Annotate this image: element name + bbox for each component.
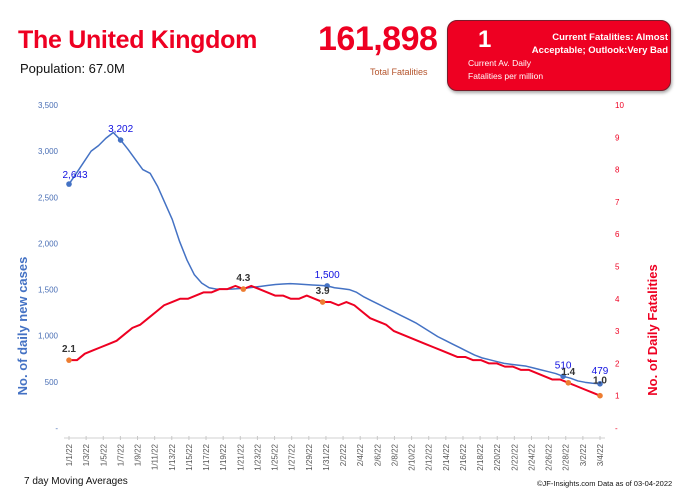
series-lines: [68, 131, 601, 397]
cases-data-label: 510: [555, 360, 572, 371]
y-axis-label: No. of daily new cases: [15, 257, 30, 396]
fatalities-marker: [319, 299, 326, 305]
x-tick-label: 1/17/22: [202, 443, 211, 470]
y-tick-label: 2,500: [38, 193, 59, 202]
y2-tick-label: 9: [615, 133, 620, 142]
x-tick-label: 1/29/22: [305, 443, 314, 470]
x-tick-label: 2/14/22: [442, 443, 451, 470]
x-tick-label: 2/22/22: [510, 443, 519, 470]
total-fatalities-label: Total Fatalities: [370, 67, 428, 77]
status-card: 1 Current Fatalities: Almost Acceptable;…: [447, 20, 671, 91]
x-tick-label: 2/24/22: [527, 443, 536, 470]
x-tick-label: 2/12/22: [425, 443, 434, 470]
x-tick-label: 2/20/22: [493, 443, 502, 470]
x-tick-label: 2/10/22: [408, 443, 417, 470]
fatalities-line: [69, 284, 601, 397]
fatalities-marker: [565, 379, 572, 386]
label-line-1: Current Av. Daily: [468, 58, 531, 68]
x-tick-label: 1/21/22: [236, 443, 245, 470]
y2-tick-label: 5: [615, 263, 620, 272]
x-tick-label: 3/2/22: [579, 443, 588, 466]
x-tick-label: 1/7/22: [116, 443, 125, 466]
x-tick-label: 2/28/22: [562, 443, 571, 470]
x-tick-label: 1/23/22: [253, 443, 262, 470]
daily-fatalities-per-million-label: Current Av. Daily Fatalities per million: [468, 57, 543, 83]
x-tick-label: 1/25/22: [271, 443, 280, 470]
footer-credit: ©JF-Insights.com Data as of 03-04-2022: [537, 479, 673, 488]
fatalities-data-label: 2.1: [62, 344, 76, 355]
fatalities-marker: [597, 392, 603, 399]
x-tick-label: 2/8/22: [390, 443, 399, 466]
fatalities-data-label: 1.4: [561, 367, 575, 378]
y2-tick-label: 3: [615, 327, 620, 336]
x-tick-label: 2/18/22: [476, 443, 485, 470]
x-tick-label: 1/1/22: [65, 443, 74, 466]
cases-marker: [117, 137, 124, 143]
x-tick-label: 1/9/22: [134, 443, 143, 466]
cases-line: [68, 131, 601, 385]
y-tick-label: 2,000: [38, 239, 59, 248]
x-tick-label: 1/19/22: [219, 443, 228, 470]
cases-marker: [324, 283, 330, 289]
footer-note: 7 day Moving Averages: [24, 476, 128, 487]
x-tick-label: 2/6/22: [373, 443, 382, 466]
fatalities-data-label: 3.9: [316, 286, 330, 297]
cases-data-label: 479: [592, 366, 609, 377]
fatalities-marker: [240, 286, 247, 292]
fatalities-data-label: 4.3: [236, 273, 250, 284]
cases-marker: [597, 380, 603, 387]
y-tick-label: 500: [45, 378, 59, 387]
y-tick-label: 1,000: [38, 332, 59, 341]
x-tick-label: 1/13/22: [168, 443, 177, 470]
x-tick-label: 2/16/22: [459, 443, 468, 470]
label-line-2: Fatalities per million: [468, 71, 544, 81]
y2-tick-label: 8: [615, 166, 620, 175]
axes: - 500 1,000 1,500 2,000 2,500 3,000 3,500 - 1 2 3 4 5…: [38, 101, 624, 471]
y-tick-label: -: [55, 424, 58, 433]
cases-marker: [66, 181, 72, 187]
daily-fatalities-per-million-value: 1: [478, 26, 492, 53]
y2-tick-label: 6: [615, 230, 620, 239]
x-tick-label: 1/11/22: [151, 443, 160, 470]
cases-data-label: 2,643: [62, 170, 87, 181]
x-tick-label: 1/31/22: [322, 443, 331, 470]
x-tick-label: 2/2/22: [339, 443, 348, 466]
cases-data-label: 1,500: [315, 270, 340, 281]
y2-axis-label: No. of Daily Fatalities: [645, 264, 660, 395]
fatalities-status-text: Current Fatalities: Almost Acceptable; O…: [531, 32, 668, 56]
y2-tick-label: 1: [615, 392, 620, 401]
x-tick-label: 3/4/22: [596, 443, 605, 466]
country-title: The United Kingdom: [18, 26, 258, 54]
y-tick-label: 1,500: [38, 286, 59, 295]
x-tick-label: 1/15/22: [185, 443, 194, 470]
y2-tick-label: -: [615, 424, 618, 433]
y2-tick-label: 10: [615, 101, 624, 110]
y-tick-label: 3,500: [38, 101, 59, 110]
y2-tick-label: 7: [615, 198, 620, 207]
cases-data-label: 3,202: [108, 124, 133, 135]
x-tick-label: 1/3/22: [82, 443, 91, 466]
x-tick-label: 2/4/22: [356, 443, 365, 466]
fatalities-marker: [66, 357, 72, 363]
data-labels: 2,643 3,202 1,500 510 479 2.1 4.3 3.9 1.4 1.0: [62, 124, 609, 399]
total-fatalities-value: 161,898: [318, 20, 438, 58]
y-tick-label: 3,000: [38, 147, 59, 156]
x-tick-label: 2/26/22: [545, 443, 554, 470]
x-tick-label: 1/5/22: [99, 443, 108, 466]
y2-tick-label: 2: [615, 359, 620, 368]
y2-tick-label: 4: [615, 295, 620, 304]
cases-marker: [560, 373, 566, 380]
x-tick-label: 1/27/22: [288, 443, 297, 470]
population-label: Population: 67.0M: [20, 61, 125, 76]
fatalities-data-label: 1.0: [593, 376, 607, 387]
